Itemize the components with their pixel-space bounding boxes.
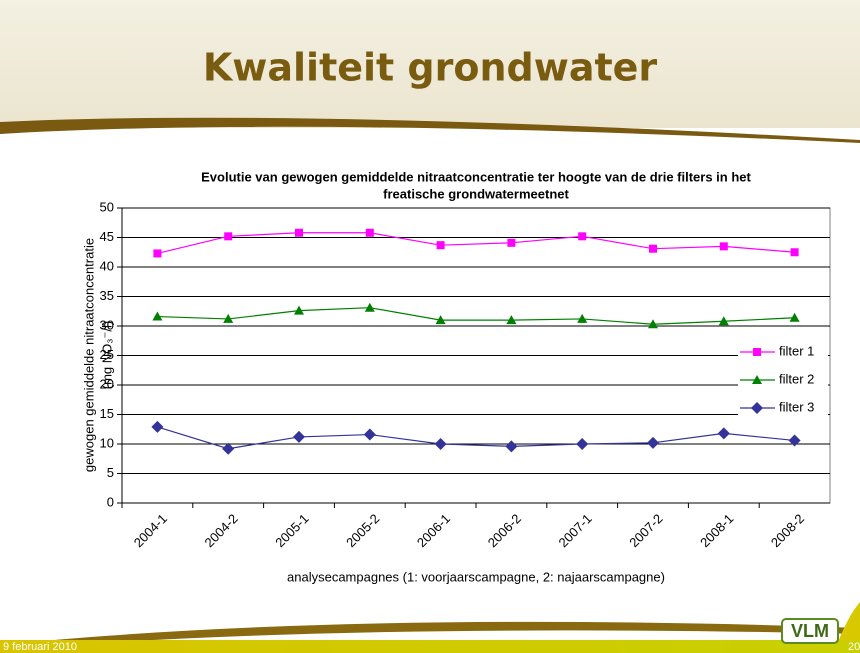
marker — [435, 315, 446, 325]
legend-label: filter 1 — [779, 343, 814, 358]
marker — [294, 305, 304, 315]
header-swoosh — [0, 117, 860, 143]
y-tick-label: 15 — [100, 406, 114, 421]
legend-marker — [751, 402, 763, 414]
legend-marker — [752, 375, 762, 384]
marker — [788, 434, 801, 447]
y-tick-label: 25 — [100, 347, 114, 362]
legend-marker — [753, 348, 761, 356]
y-tick-label: 35 — [100, 288, 114, 303]
y-tick-label: 20 — [100, 376, 114, 391]
chart-title: Evolutie van gewogen gemiddelde nitraatc… — [201, 169, 751, 184]
logo-box — [781, 618, 839, 644]
legend-bg — [738, 371, 828, 389]
legend-bg — [738, 399, 828, 417]
marker — [506, 315, 517, 325]
chart-title: freatische grondwatermeetnet — [383, 186, 569, 201]
y-axis-label: gewogen gemiddelde nitraatconcentratie — [81, 238, 96, 472]
y-tick-label: 10 — [100, 435, 114, 450]
marker — [576, 438, 589, 450]
chart: Evolutie van gewogen gemiddelde nitraatc… — [81, 169, 831, 584]
y-tick-label: 45 — [100, 229, 114, 244]
footer-date: 9 februari 2010 — [3, 641, 77, 653]
marker — [364, 302, 375, 312]
logo-leaf — [838, 602, 860, 642]
page-number: 20 — [848, 641, 860, 653]
legend-label: filter 2 — [779, 371, 814, 386]
x-axis-label: analysecampagnes (1: voorjaarscampagne, … — [287, 569, 665, 584]
marker — [293, 430, 305, 443]
marker — [648, 319, 658, 329]
series-line — [157, 307, 795, 325]
marker — [719, 242, 728, 251]
marker — [224, 232, 233, 241]
marker — [789, 312, 800, 322]
marker — [505, 440, 518, 453]
marker — [365, 228, 374, 237]
marker — [578, 232, 587, 241]
marker — [434, 438, 447, 450]
marker — [717, 427, 730, 440]
marker — [151, 420, 164, 433]
series-line — [157, 232, 795, 255]
marker — [718, 316, 729, 326]
footer-band — [0, 640, 860, 653]
marker — [152, 311, 163, 321]
footer-swoosh — [0, 621, 860, 650]
marker — [222, 442, 235, 455]
y-axis-label: (mg NO₃⁻/l) — [99, 321, 114, 390]
marker — [363, 428, 376, 441]
marker — [295, 228, 303, 237]
marker — [153, 249, 162, 258]
header-band — [0, 0, 860, 128]
y-tick-label: 40 — [100, 258, 114, 273]
marker — [649, 244, 657, 253]
y-tick-label: 50 — [100, 199, 114, 214]
marker — [507, 238, 516, 247]
series-line — [157, 426, 795, 450]
y-tick-label: 0 — [107, 494, 114, 509]
logo-text: VLM — [791, 621, 829, 641]
legend-label: filter 3 — [779, 399, 814, 414]
marker — [223, 313, 234, 323]
y-tick-label: 5 — [107, 465, 114, 480]
slide-title: Kwaliteit grondwater — [203, 46, 658, 90]
marker — [790, 248, 799, 257]
y-tick-label: 30 — [100, 317, 114, 332]
marker — [436, 241, 445, 250]
marker — [647, 436, 659, 449]
marker — [577, 313, 588, 323]
legend-bg — [738, 343, 828, 361]
